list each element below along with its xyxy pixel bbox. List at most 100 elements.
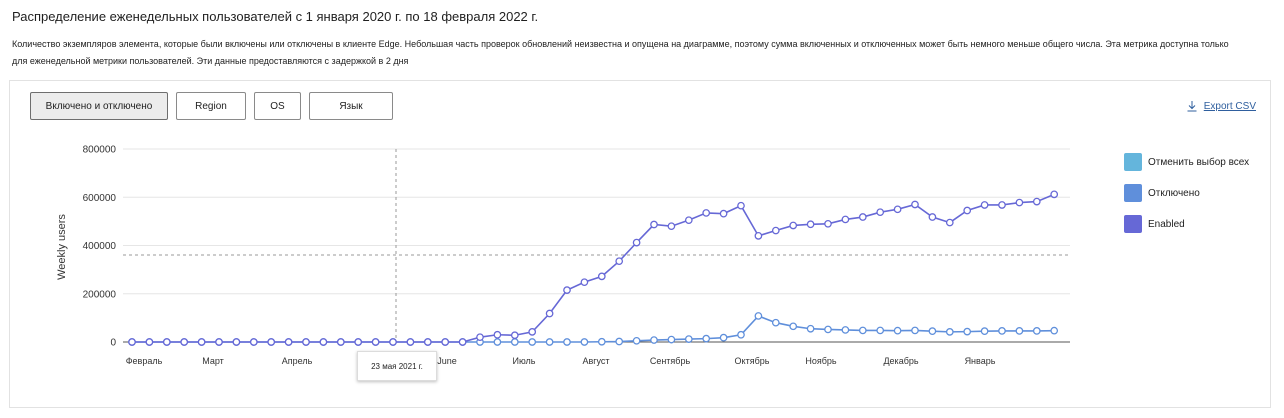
y-tick-label: 0 — [110, 338, 116, 349]
legend-swatch — [1124, 184, 1142, 202]
export-csv-label: Export CSV — [1203, 100, 1256, 112]
legend-item-disabled[interactable]: Отключено — [1124, 183, 1249, 203]
series-line-enabled — [132, 193, 1055, 343]
data-point-disabled — [667, 335, 676, 344]
data-point-disabled — [528, 338, 537, 346]
data-point-enabled — [563, 286, 571, 294]
data-point-disabled — [510, 338, 519, 346]
data-point-disabled — [1032, 327, 1041, 335]
data-point-enabled — [876, 208, 885, 217]
legend-label: Enabled — [1148, 218, 1185, 230]
data-point-enabled — [145, 338, 154, 346]
data-point-enabled — [336, 338, 345, 346]
data-point-disabled — [824, 325, 832, 334]
tab-enabled-disabled[interactable]: Включено и отключено — [30, 92, 168, 120]
data-point-enabled — [858, 213, 867, 221]
y-axis-label: Weekly users — [56, 214, 68, 280]
data-point-disabled — [650, 336, 658, 344]
data-point-disabled — [719, 333, 728, 342]
data-point-enabled — [302, 338, 310, 346]
breakdown-tabs: Включено и отключено Region OS Язык — [30, 92, 401, 120]
x-month-label: Январь — [965, 356, 996, 366]
data-point-enabled — [928, 213, 937, 221]
data-point-disabled — [580, 338, 589, 346]
data-point-disabled — [841, 326, 850, 334]
y-tick-label: 800000 — [83, 145, 117, 156]
data-point-enabled — [911, 200, 919, 209]
data-point-enabled — [180, 338, 189, 346]
data-point-enabled — [493, 330, 502, 339]
x-month-label: Февраль — [126, 356, 163, 366]
data-point-disabled — [597, 337, 606, 346]
data-point-disabled — [876, 326, 885, 335]
data-point-enabled — [806, 220, 815, 229]
data-point-disabled — [545, 338, 554, 346]
data-point-enabled — [650, 220, 658, 229]
data-point-enabled — [249, 338, 258, 346]
data-point-enabled — [771, 226, 780, 235]
tab-language[interactable]: Язык — [309, 92, 393, 120]
legend-label: Отключено — [1148, 187, 1200, 199]
data-point-enabled — [754, 232, 763, 240]
data-point-enabled — [667, 222, 676, 231]
data-point-enabled — [893, 205, 902, 214]
data-point-enabled — [476, 333, 484, 342]
data-point-enabled — [389, 338, 397, 346]
x-month-label: Март — [202, 356, 224, 366]
legend-swatch — [1124, 215, 1142, 233]
x-month-label: June — [437, 356, 457, 366]
data-point-enabled — [319, 338, 328, 346]
data-point-enabled — [458, 338, 467, 346]
data-point-disabled — [771, 318, 780, 327]
data-point-enabled — [1032, 197, 1041, 206]
data-point-enabled — [580, 278, 589, 287]
line-chart: 0 200000 400000 600000 800000 Weekly users Фев… — [56, 145, 1070, 366]
page-description: Количество экземпляров элемента, которые… — [12, 39, 1229, 66]
data-point-enabled — [1050, 190, 1059, 199]
data-point-enabled — [232, 338, 241, 346]
data-point-enabled — [963, 206, 972, 215]
download-icon — [1187, 101, 1197, 112]
data-point-enabled — [719, 209, 728, 218]
y-tick-label: 600000 — [83, 193, 117, 204]
data-point-enabled — [406, 338, 415, 346]
data-point-enabled — [632, 238, 641, 247]
export-csv-link[interactable]: Export CSV — [1186, 100, 1256, 112]
data-point-disabled — [684, 335, 693, 343]
data-point-enabled — [998, 201, 1006, 209]
x-month-label: Сентябрь — [650, 356, 691, 366]
data-point-enabled — [162, 338, 171, 346]
y-tick-label: 400000 — [83, 241, 117, 252]
x-month-label: Июль — [513, 356, 536, 366]
data-point-enabled — [545, 309, 554, 318]
data-point-disabled — [563, 338, 571, 346]
data-point-enabled — [702, 209, 711, 217]
data-point-enabled — [980, 201, 989, 209]
data-point-enabled — [789, 221, 798, 230]
data-point-disabled — [702, 334, 711, 343]
data-point-enabled — [441, 338, 450, 346]
data-point-disabled — [980, 327, 989, 335]
data-point-disabled — [1050, 326, 1059, 335]
data-point-enabled — [945, 218, 954, 227]
data-point-enabled — [615, 257, 624, 266]
data-point-enabled — [1015, 198, 1024, 207]
legend-item-deselect-all[interactable]: Отменить выбор всех — [1124, 152, 1249, 172]
data-point-disabled — [998, 327, 1006, 335]
data-point-enabled — [371, 338, 380, 346]
data-point-disabled — [963, 327, 972, 336]
hover-tooltip: 23 мая 2021 г. — [357, 351, 437, 381]
data-point-disabled — [893, 326, 902, 335]
tab-region[interactable]: Region — [176, 92, 246, 120]
x-month-label: Апрель — [282, 356, 313, 366]
tab-os[interactable]: OS — [254, 92, 301, 120]
data-point-enabled — [824, 219, 832, 228]
legend-item-enabled[interactable]: Enabled — [1124, 214, 1249, 234]
y-tick-label: 200000 — [83, 289, 117, 300]
x-month-label: Декабрь — [883, 356, 918, 366]
data-point-disabled — [806, 324, 815, 333]
legend-label: Отменить выбор всех — [1148, 156, 1250, 168]
data-point-enabled — [684, 216, 693, 225]
data-point-disabled — [493, 338, 502, 346]
data-point-disabled — [858, 326, 867, 335]
